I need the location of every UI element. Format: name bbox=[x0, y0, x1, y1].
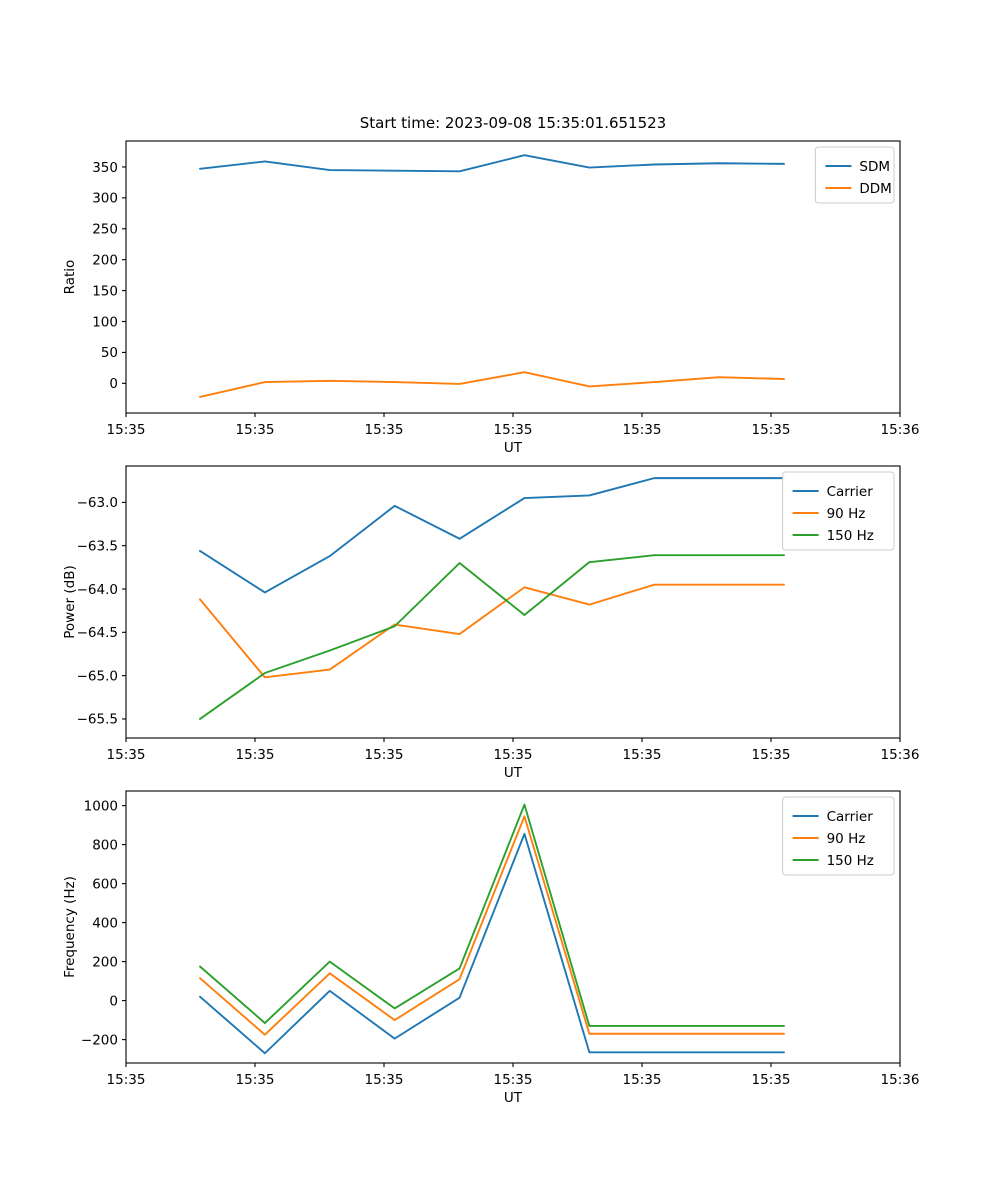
frequency-plot-legend: Carrier 90 Hz 150 Hz bbox=[782, 796, 895, 876]
frequency-plot-xlabel: UT bbox=[504, 1090, 523, 1106]
power-plot: −65.5 −65.0 −64.5 −64.0 −63.5 −63.0 15:35 15:35… bbox=[62, 465, 920, 781]
ratio-plot-ytick-label: 350 bbox=[92, 160, 118, 176]
ratio-plot-series-ddm bbox=[199, 371, 785, 398]
power-plot-ytick-label: −64.0 bbox=[77, 582, 118, 598]
frequency-plot-ytick-label: 400 bbox=[92, 915, 118, 931]
power-plot-xtick-label: 15:35 bbox=[752, 747, 791, 763]
legend-label-carrier: Carrier bbox=[827, 484, 874, 500]
ratio-plot-xtick-label: 15:35 bbox=[494, 422, 533, 438]
power-plot-xtick-label: 15:35 bbox=[365, 747, 404, 763]
ratio-plot-frame bbox=[125, 140, 901, 414]
power-plot-series-carrier bbox=[199, 477, 785, 594]
ratio-plot-ytick-label: 250 bbox=[92, 222, 118, 238]
frequency-plot-series-90-hz bbox=[199, 815, 785, 1036]
ratio-plot-xtick-label: 15:35 bbox=[236, 422, 275, 438]
power-plot-series-150-hz bbox=[199, 554, 785, 720]
legend-label-150-hz: 150 Hz bbox=[827, 528, 874, 544]
power-plot-ytick-label: −65.5 bbox=[77, 712, 118, 728]
power-plot-ytick-label: −63.0 bbox=[77, 495, 118, 511]
power-plot-xtick-label: 15:35 bbox=[494, 747, 533, 763]
power-plot-series-90-hz bbox=[199, 583, 785, 679]
ratio-plot-series-sdm bbox=[199, 154, 785, 173]
ratio-plot-xlabel: UT bbox=[504, 440, 523, 456]
ratio-plot-ytick-label: 300 bbox=[92, 191, 118, 207]
frequency-plot-ytick-label: −200 bbox=[81, 1032, 118, 1048]
frequency-plot-ytick-label: 1000 bbox=[84, 798, 118, 814]
power-plot-xtick-label: 15:35 bbox=[107, 747, 146, 763]
ratio-plot-ytick-label: 0 bbox=[109, 376, 118, 392]
legend-label-90-hz: 90 Hz bbox=[827, 831, 866, 847]
legend-label-sdm: SDM bbox=[859, 159, 890, 175]
power-plot-xlabel: UT bbox=[504, 765, 523, 781]
power-plot-xtick-label: 15:36 bbox=[881, 747, 920, 763]
legend-label-carrier: Carrier bbox=[827, 809, 874, 825]
ratio-plot-xtick-label: 15:36 bbox=[881, 422, 920, 438]
ratio-plot-ytick-label: 50 bbox=[101, 345, 118, 361]
frequency-plot-ytick-label: 600 bbox=[92, 876, 118, 892]
frequency-plot-ytick-label: 200 bbox=[92, 954, 118, 970]
ratio-plot-ytick-label: 100 bbox=[92, 314, 118, 330]
power-plot-ylabel: Power (dB) bbox=[62, 565, 78, 638]
power-plot-ytick-label: −63.5 bbox=[77, 538, 118, 554]
frequency-plot-xtick-label: 15:35 bbox=[236, 1072, 275, 1088]
power-plot-xtick-label: 15:35 bbox=[236, 747, 275, 763]
legend-label-90-hz: 90 Hz bbox=[827, 506, 866, 522]
frequency-plot-ytick-label: 0 bbox=[109, 993, 118, 1009]
ratio-plot-title: Start time: 2023-09-08 15:35:01.651523 bbox=[360, 114, 666, 132]
frequency-plot-series-carrier bbox=[199, 832, 785, 1055]
frequency-plot: −200 0 200 400 600 800 1000 15:35 15:35 15:35 15:3… bbox=[62, 790, 920, 1106]
ratio-plot-xtick-label: 15:35 bbox=[365, 422, 404, 438]
frequency-plot-series-150-hz bbox=[199, 803, 785, 1027]
ratio-plot-ytick-label: 200 bbox=[92, 252, 118, 268]
frequency-plot-xtick-label: 15:36 bbox=[881, 1072, 920, 1088]
legend-label-ddm: DDM bbox=[859, 181, 891, 197]
ratio-plot-ylabel: Ratio bbox=[62, 260, 78, 295]
ratio-plot-xtick-label: 15:35 bbox=[752, 422, 791, 438]
ratio-plot: 0 50 100 150 200 250 300 350 15:35 15:35 15:35 15:3… bbox=[62, 114, 919, 456]
ratio-plot-legend: SDM DDM bbox=[814, 146, 895, 204]
ratio-plot-xtick-label: 15:35 bbox=[107, 422, 146, 438]
frequency-plot-xtick-label: 15:35 bbox=[623, 1072, 662, 1088]
frequency-plot-ytick-label: 800 bbox=[92, 837, 118, 853]
frequency-plot-ylabel: Frequency (Hz) bbox=[62, 876, 78, 978]
legend-label-150-hz: 150 Hz bbox=[827, 853, 874, 869]
power-plot-ytick-label: −64.5 bbox=[77, 625, 118, 641]
frequency-plot-xtick-label: 15:35 bbox=[107, 1072, 146, 1088]
power-plot-ytick-label: −65.0 bbox=[77, 668, 118, 684]
ratio-plot-xtick-label: 15:35 bbox=[623, 422, 662, 438]
ratio-plot-legend-box bbox=[814, 146, 895, 204]
ratio-plot-ytick-label: 150 bbox=[92, 283, 118, 299]
frequency-plot-xtick-label: 15:35 bbox=[365, 1072, 404, 1088]
frequency-plot-xtick-label: 15:35 bbox=[494, 1072, 533, 1088]
frequency-plot-xtick-label: 15:35 bbox=[752, 1072, 791, 1088]
power-plot-legend: Carrier 90 Hz 150 Hz bbox=[782, 471, 895, 551]
power-plot-xtick-label: 15:35 bbox=[623, 747, 662, 763]
